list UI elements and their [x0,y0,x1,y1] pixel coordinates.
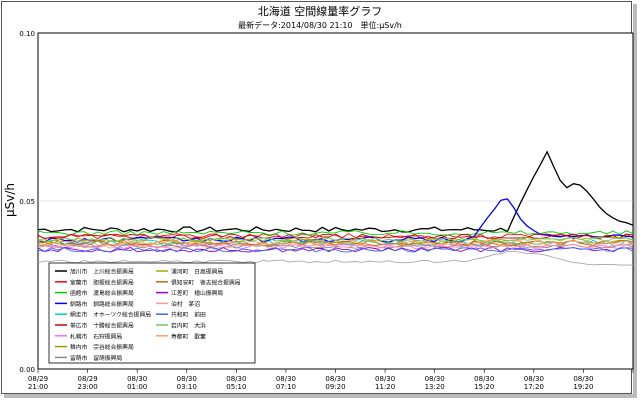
legend-box [48,262,256,364]
outer-shadow-bottom [4,394,637,398]
x-tick-time: 21:00 [28,383,48,391]
series-line [37,246,634,253]
x-tick-time: 01:00 [127,383,147,391]
legend-label: 旭川市 上川総合振興局 [70,268,134,276]
x-tick-date: 08/30 [524,375,544,383]
x-tick-time: 07:10 [276,383,296,391]
series-line [37,243,634,249]
x-tick-date: 08/29 [77,375,97,383]
y-tick-label: 0.05 [19,198,35,206]
legend-label: 釧路市 釧路総合振興局 [70,300,134,308]
legend-label: 帯広市 十勝総合振興局 [70,322,134,330]
series-line [37,150,634,233]
x-tick-time: 13:20 [425,383,445,391]
legend-label: 共和町 前田 [171,311,206,319]
series-line [37,240,634,246]
x-tick-date: 08/30 [425,375,445,383]
legend-label: 札幌市 石狩振興局 [70,332,122,340]
legend-label: 稚内市 宗谷総合振興局 [70,343,134,351]
legend-label: 泊村 茅沼 [171,300,200,308]
x-tick-date: 08/30 [226,375,246,383]
series-line [37,239,634,247]
chart-title: 北海道 空間線量率グラフ [258,4,383,18]
x-tick-date: 08/30 [276,375,296,383]
legend-label: 江差町 檜山振興局 [171,289,223,297]
y-tick-label: 0.00 [19,366,35,374]
series-line [37,250,634,266]
series-line [37,246,634,253]
x-tick-time: 23:00 [77,383,97,391]
x-tick-time: 19:20 [573,383,593,391]
x-tick-time: 03:10 [177,383,197,391]
series-line [37,233,634,240]
grid-lines [37,200,634,373]
legend-label: 浦河町 日高振興局 [171,268,223,276]
x-tick-time: 15:20 [474,383,494,391]
y-axis-label: μSv/h [3,183,17,217]
legend-label: 倶知安町 後志総合振興局 [171,278,241,286]
legend-label: 室蘭市 胆振総合振興局 [70,278,134,286]
x-tick-time: 17:20 [524,383,544,391]
x-tick-date: 08/30 [573,375,593,383]
x-tick-date: 08/30 [127,375,147,383]
outer-shadow [633,4,637,396]
y-tick-labels: 0.00 0.05 0.10 [19,30,35,374]
chart-subtitle: 最新データ:2014/08/30 21:10 単位:μSv/h [238,20,402,30]
x-tick-date: 08/29 [28,375,48,383]
legend-label: 留萌市 留萌振興局 [70,354,122,362]
legend-label: 函館市 渡島総合振興局 [70,289,134,297]
x-tick-time: 11:20 [375,383,395,391]
x-tick-date: 08/30 [177,375,197,383]
x-tick-date: 08/30 [375,375,395,383]
legend-label: 寿都町 歌棄 [171,332,206,340]
legend-label: 網走市 オホーツク総合振興局 [70,311,151,319]
series-line [38,237,634,243]
x-tick-time: 05:10 [226,383,246,391]
series-lines [37,150,634,266]
x-tick-time: 09:20 [325,383,345,391]
x-tick-labels: 08/2921:0008/2923:0008/3001:0008/3003:10… [28,375,594,391]
x-tick-date: 08/30 [474,375,494,383]
x-tick-date: 08/30 [325,375,345,383]
y-tick-label: 0.10 [19,30,35,38]
legend-label: 岩内町 大浜 [171,322,206,330]
series-line [37,243,634,249]
